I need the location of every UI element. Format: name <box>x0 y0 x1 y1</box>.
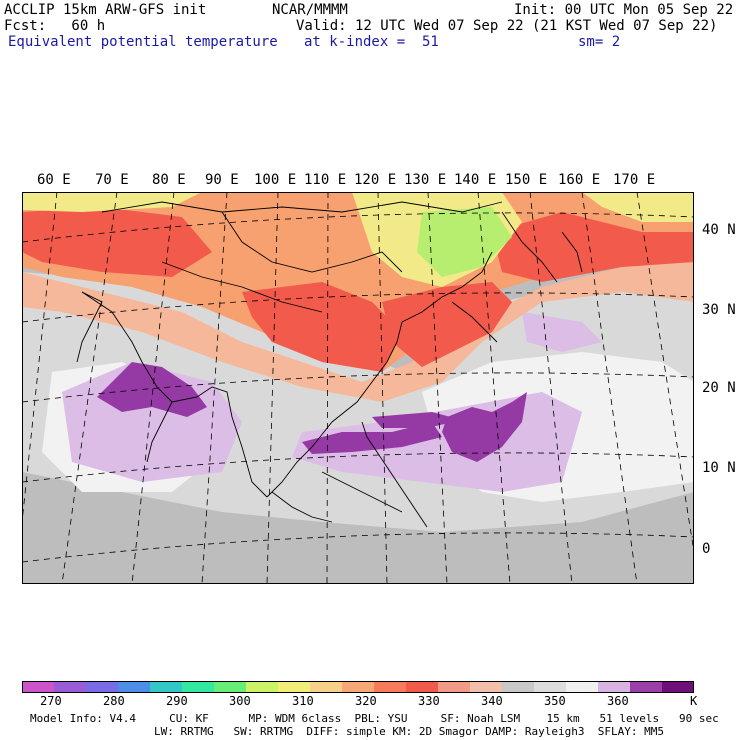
colorbar-swatch <box>342 681 375 693</box>
lon-label-110e: 110 E <box>304 172 347 188</box>
red-region-northeast <box>492 212 694 282</box>
red-region-west <box>22 207 212 277</box>
colorbar-swatch <box>662 681 694 693</box>
level-index: at k-index = 51 <box>304 34 439 50</box>
map-frame <box>22 192 694 584</box>
purple-region-scs <box>302 422 442 454</box>
theta-e-map <box>22 192 694 584</box>
colorbar-swatch <box>438 681 471 693</box>
colorbar-swatch <box>406 681 439 693</box>
graticule <box>22 192 694 584</box>
colorbar-label-310: 310 <box>292 694 314 708</box>
colorbar-label-340: 340 <box>481 694 503 708</box>
yellow-top-east <box>582 192 694 222</box>
lon-label-60e: 60 E <box>37 172 71 188</box>
lat-label-40n: 40 N <box>702 222 736 238</box>
colorbar-swatch <box>246 681 279 693</box>
colorbar-swatch <box>182 681 215 693</box>
lon-label-120e: 120 E <box>354 172 397 188</box>
field-name: Equivalent potential temperature <box>8 34 278 50</box>
lon-label-140e: 140 E <box>454 172 497 188</box>
colorbar-swatch <box>118 681 151 693</box>
lon-label-150e: 150 E <box>505 172 548 188</box>
yellow-top <box>22 192 202 212</box>
colorbar-swatch <box>310 681 343 693</box>
colorbar-swatch <box>86 681 119 693</box>
lon-label-70e: 70 E <box>95 172 129 188</box>
colorbar-swatch <box>566 681 599 693</box>
colorbar-swatch <box>278 681 311 693</box>
red-region-korea-japan <box>382 282 512 367</box>
colorbar-swatch <box>214 681 247 693</box>
colorbar-label-320: 320 <box>355 694 377 708</box>
lon-label-90e: 90 E <box>205 172 239 188</box>
model-title: ACCLIP 15km ARW-GFS init <box>4 2 207 18</box>
lat-label-10n: 10 N <box>702 460 736 476</box>
smoothing: sm= 2 <box>578 34 621 50</box>
lon-label-160e: 160 E <box>558 172 601 188</box>
colorbar-swatch <box>374 681 407 693</box>
colorbar <box>22 681 694 693</box>
colorbar-label-300: 300 <box>229 694 251 708</box>
colorbar-label-330: 330 <box>418 694 440 708</box>
colorbar-label-290: 290 <box>166 694 188 708</box>
colorbar-swatch <box>54 681 87 693</box>
lat-label-30n: 30 N <box>702 302 736 318</box>
center-name: NCAR/MMMM <box>272 2 348 18</box>
colorbar-label-350: 350 <box>544 694 566 708</box>
footer-model-info: Model Info: V4.4 CU: KF MP: WDM 6class P… <box>30 712 719 725</box>
coastlines <box>76 201 583 528</box>
lat-label-0: 0 <box>702 541 711 557</box>
colorbar-label-360: 360 <box>607 694 629 708</box>
forecast-hour: Fcst: 60 h <box>4 18 106 34</box>
colorbar-unit: K <box>690 694 698 708</box>
colorbar-swatch <box>470 681 503 693</box>
red-region-china <box>242 282 402 372</box>
colorbar-frame <box>22 681 694 693</box>
colorbar-label-270: 270 <box>40 694 62 708</box>
lavender-east <box>522 312 602 352</box>
colorbar-label-280: 280 <box>103 694 125 708</box>
lat-label-20n: 20 N <box>702 380 736 396</box>
colorbar-swatch <box>534 681 567 693</box>
colorbar-swatch <box>502 681 535 693</box>
salmon-band <box>22 257 694 402</box>
purple-region-pacific <box>442 392 527 462</box>
lon-label-100e: 100 E <box>254 172 297 188</box>
footer-physics-info: LW: RRTMG SW: RRTMG DIFF: simple KM: 2D … <box>154 725 664 738</box>
init-time: Init: 00 UTC Mon 05 Sep 22 <box>514 2 734 18</box>
colorbar-swatch <box>22 681 55 693</box>
lon-label-170e: 170 E <box>613 172 656 188</box>
colorbar-swatch <box>598 681 631 693</box>
colorbar-swatch <box>150 681 183 693</box>
lon-label-80e: 80 E <box>152 172 186 188</box>
lon-label-130e: 130 E <box>404 172 447 188</box>
valid-time: Valid: 12 UTC Wed 07 Sep 22 (21 KST Wed … <box>296 18 718 34</box>
colorbar-swatch <box>630 681 663 693</box>
purple-region-bengal <box>97 362 207 417</box>
